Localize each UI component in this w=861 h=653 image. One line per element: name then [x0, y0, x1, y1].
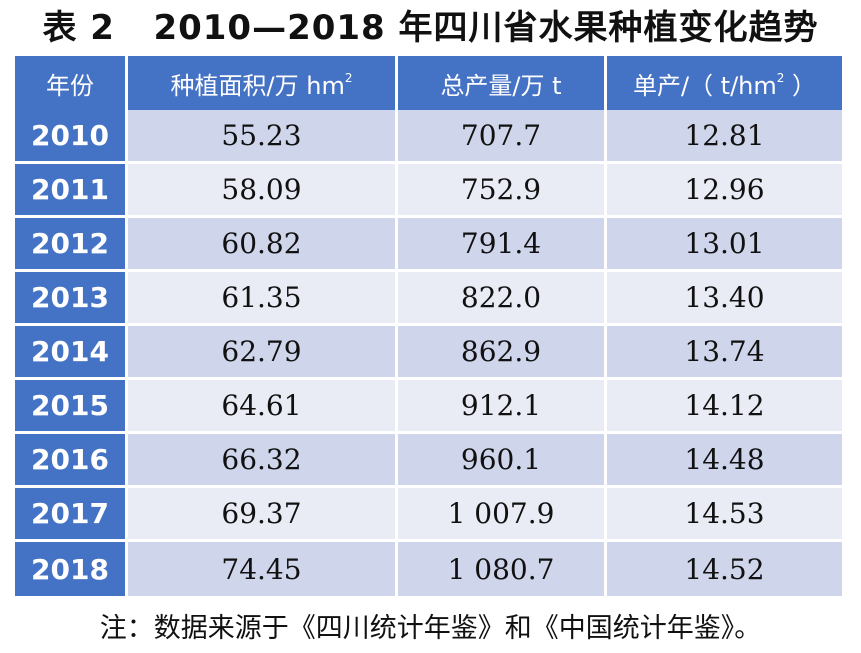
- unit-yield-cell: 12.96: [607, 164, 842, 218]
- table-row: 2011 58.09 752.9 12.96: [15, 164, 842, 218]
- year-cell: 2011: [15, 164, 128, 218]
- total-output-cell: 822.0: [398, 272, 607, 326]
- unit-yield-cell: 13.01: [607, 218, 842, 272]
- header-year: 年份: [15, 56, 128, 110]
- header-total-output: 总产量/万 t: [398, 56, 607, 110]
- table-row: 2018 74.45 1 080.7 14.52: [15, 542, 842, 596]
- source-note: 注：数据来源于《四川统计年鉴》和《中国统计年鉴》。: [99, 613, 762, 644]
- total-output-cell: 912.1: [398, 380, 607, 434]
- header-row: 年份 种植面积/万 hm2 总产量/万 t 单产/（ t/hm2 ）: [15, 56, 842, 110]
- header-unit-sup: 2: [776, 70, 785, 85]
- table-row: 2014 62.79 862.9 13.74: [15, 326, 842, 380]
- header-area-label: 种植面积/万 hm: [170, 71, 345, 100]
- total-output-cell: 960.1: [398, 434, 607, 488]
- header-unit-suffix: ）: [784, 71, 817, 100]
- table-header: 年份 种植面积/万 hm2 总产量/万 t 单产/（ t/hm2 ）: [15, 56, 842, 110]
- unit-yield-cell: 14.12: [607, 380, 842, 434]
- planting-area-cell: 60.82: [128, 218, 398, 272]
- header-area-sup: 2: [344, 70, 353, 85]
- table-title: 表 2 2010—2018 年四川省水果种植变化趋势: [42, 8, 819, 48]
- fruit-planting-table: 年份 种植面积/万 hm2 总产量/万 t 单产/（ t/hm2 ） 2010 5…: [15, 56, 842, 596]
- table-row: 2016 66.32 960.1 14.48: [15, 434, 842, 488]
- planting-area-cell: 74.45: [128, 542, 398, 596]
- table-row: 2010 55.23 707.7 12.81: [15, 110, 842, 164]
- total-output-cell: 707.7: [398, 110, 607, 164]
- planting-area-cell: 55.23: [128, 110, 398, 164]
- unit-yield-cell: 14.48: [607, 434, 842, 488]
- year-cell: 2013: [15, 272, 128, 326]
- unit-yield-cell: 14.53: [607, 488, 842, 542]
- year-cell: 2018: [15, 542, 128, 596]
- year-cell: 2016: [15, 434, 128, 488]
- header-unit-yield: 单产/（ t/hm2 ）: [607, 56, 842, 110]
- year-cell: 2017: [15, 488, 128, 542]
- unit-yield-cell: 12.81: [607, 110, 842, 164]
- header-planting-area: 种植面积/万 hm2: [128, 56, 398, 110]
- planting-area-cell: 62.79: [128, 326, 398, 380]
- table-row: 2017 69.37 1 007.9 14.53: [15, 488, 842, 542]
- unit-yield-cell: 13.40: [607, 272, 842, 326]
- year-cell: 2015: [15, 380, 128, 434]
- planting-area-cell: 69.37: [128, 488, 398, 542]
- total-output-cell: 862.9: [398, 326, 607, 380]
- total-output-cell: 752.9: [398, 164, 607, 218]
- unit-yield-cell: 14.52: [607, 542, 842, 596]
- table-row: 2013 61.35 822.0 13.40: [15, 272, 842, 326]
- year-cell: 2014: [15, 326, 128, 380]
- table-row: 2012 60.82 791.4 13.01: [15, 218, 842, 272]
- year-cell: 2010: [15, 110, 128, 164]
- table-body: 2010 55.23 707.7 12.81 2011 58.09 752.9 12.96 20…: [15, 110, 842, 596]
- header-unit-prefix: 单产/（ t/hm: [632, 71, 777, 100]
- planting-area-cell: 58.09: [128, 164, 398, 218]
- year-cell: 2012: [15, 218, 128, 272]
- total-output-cell: 1 080.7: [398, 542, 607, 596]
- planting-area-cell: 66.32: [128, 434, 398, 488]
- planting-area-cell: 64.61: [128, 380, 398, 434]
- unit-yield-cell: 13.74: [607, 326, 842, 380]
- total-output-cell: 791.4: [398, 218, 607, 272]
- total-output-cell: 1 007.9: [398, 488, 607, 542]
- table-row: 2015 64.61 912.1 14.12: [15, 380, 842, 434]
- planting-area-cell: 61.35: [128, 272, 398, 326]
